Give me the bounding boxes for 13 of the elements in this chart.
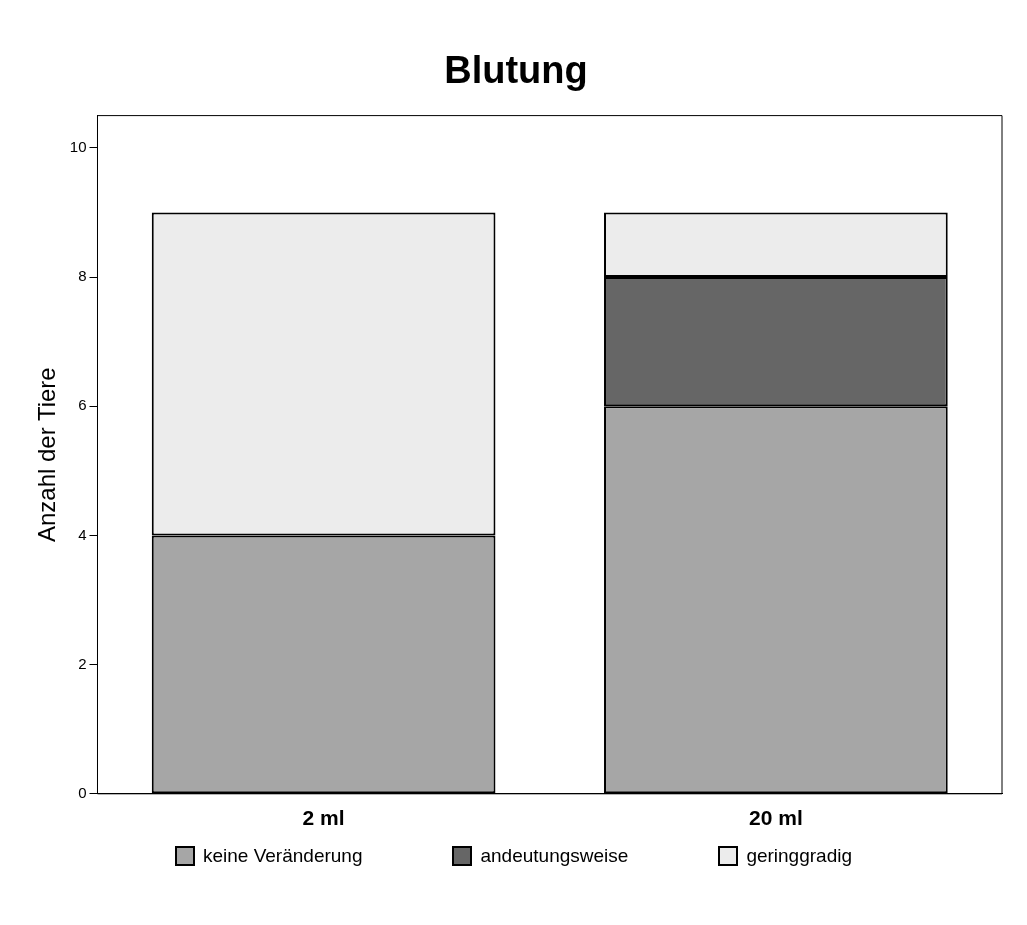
x-tick-label: 20 ml xyxy=(749,806,803,830)
y-tick-label: 6 xyxy=(78,396,87,414)
y-tick-label: 2 xyxy=(78,654,87,672)
y-tick-label: 10 xyxy=(69,138,87,156)
chart-title: Blutung xyxy=(444,49,588,92)
legend-label: andeutungsweise xyxy=(480,845,629,867)
y-tick-label: 4 xyxy=(78,525,87,543)
y-tick-label: 0 xyxy=(78,783,87,801)
text: keine Veränderung xyxy=(202,845,363,867)
y-tick-label: 8 xyxy=(78,267,87,285)
legend-label: geringgradig xyxy=(746,845,853,867)
x-tick-label: 2 ml xyxy=(302,806,345,830)
y-axis-title: Anzahl der Tiere xyxy=(33,367,61,543)
